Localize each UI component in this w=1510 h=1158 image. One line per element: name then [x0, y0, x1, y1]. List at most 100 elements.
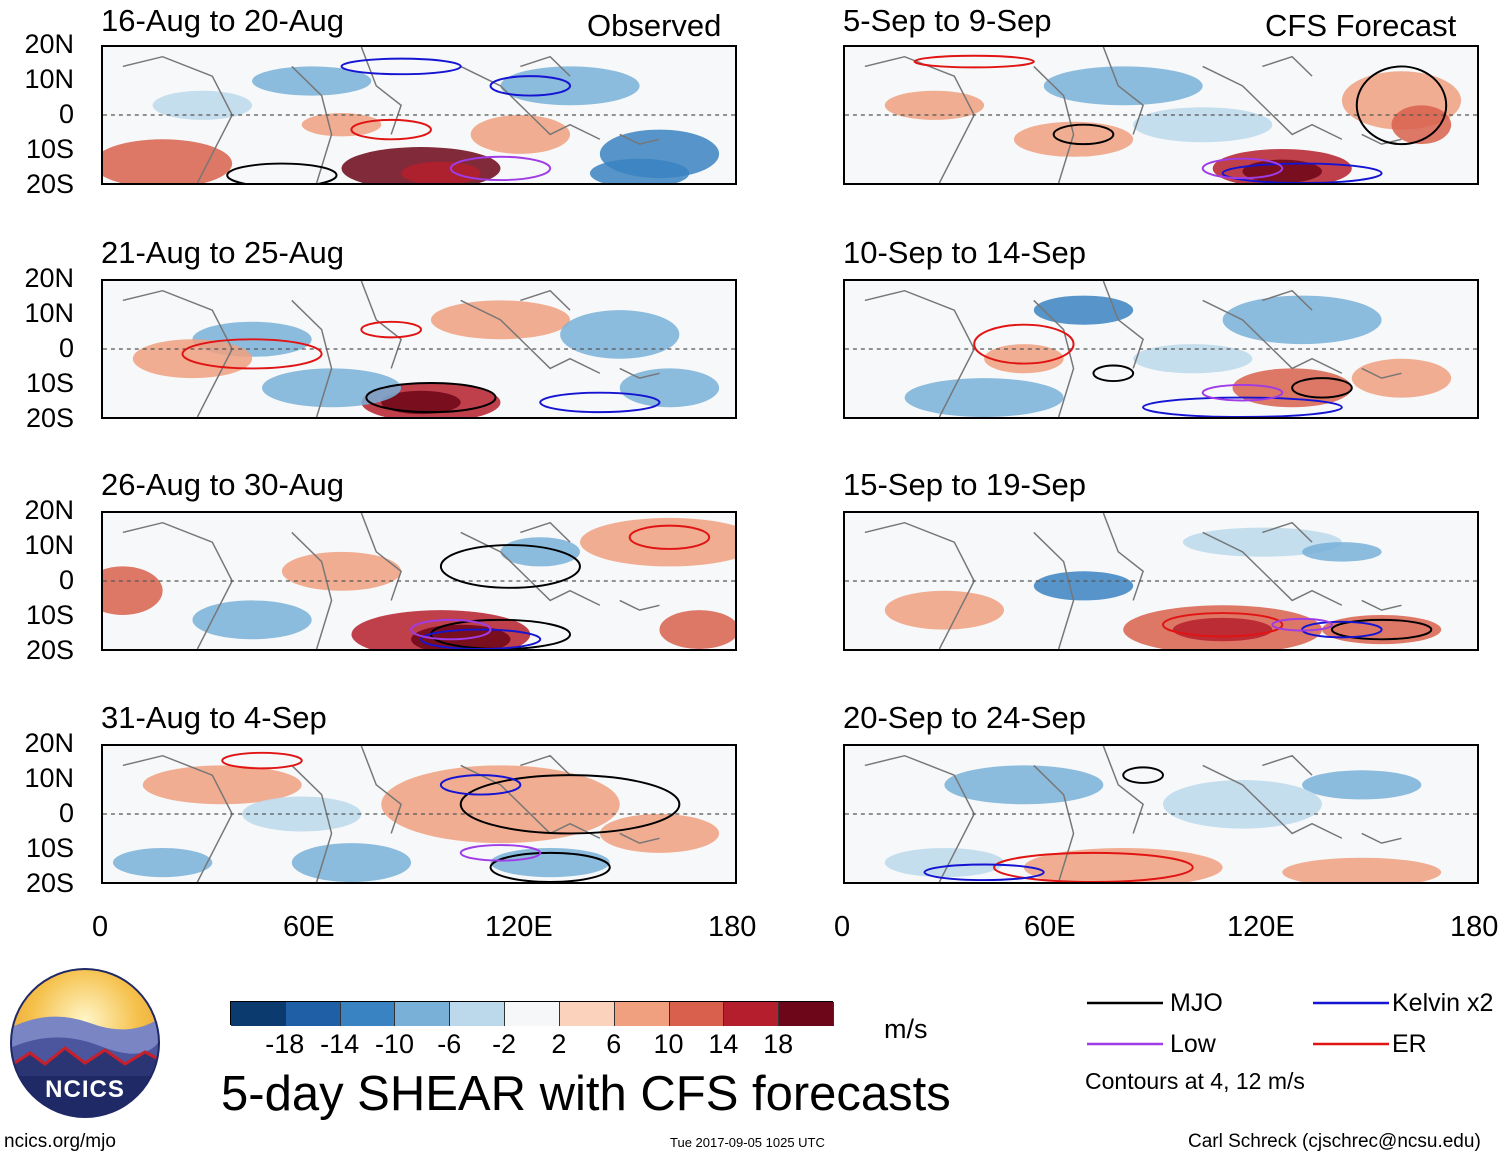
wave-contour: [439, 774, 522, 796]
colorbar-tick-label: 10: [653, 1029, 684, 1059]
y-tick-label: 10N: [24, 64, 74, 94]
x-tick-label: 60E: [283, 911, 335, 943]
x-tick-label: 0: [92, 911, 109, 943]
colorbar-tick-label: -10: [374, 1029, 414, 1059]
shear-anomaly-region: [291, 843, 412, 882]
shear-anomaly-region: [1033, 295, 1134, 325]
y-tick-label: 20N: [24, 728, 74, 758]
panel-title: 21-Aug to 25-Aug: [101, 235, 345, 270]
author-credit: Carl Schreck (cjschrec@ncsu.edu): [1188, 1131, 1481, 1152]
panel-title: 20-Sep to 24-Sep: [843, 700, 1087, 735]
shear-anomaly-region: [599, 814, 720, 853]
shear-anomaly-region: [401, 161, 481, 183]
panel-title: 10-Sep to 14-Sep: [843, 235, 1087, 270]
colorbar-units: m/s: [884, 1014, 928, 1044]
colorbar-swatch: [559, 1002, 615, 1026]
shear-anomaly-region: [142, 765, 302, 805]
colorbar-tick-label: 2: [551, 1029, 567, 1059]
shear-map-panel: [843, 45, 1479, 185]
panel-title: 26-Aug to 30-Aug: [101, 467, 345, 502]
shear-anomaly-region: [1033, 571, 1134, 601]
colorbar-swatch: [395, 1002, 451, 1026]
wave-contour: [221, 751, 303, 770]
site-link[interactable]: ncics.org/mjo: [4, 1131, 116, 1152]
shear-field: [103, 513, 735, 649]
shear-anomaly-region: [1391, 105, 1452, 145]
legend-swatch-mjo: [1087, 1001, 1163, 1005]
logo-text: NCICS: [45, 1076, 125, 1103]
wave-contour: [1271, 617, 1333, 632]
y-tick-label: 10N: [24, 298, 74, 328]
wave-contour: [1092, 364, 1135, 383]
shear-anomaly-region: [103, 566, 163, 615]
wave-contour: [628, 524, 711, 550]
x-tick-label: 0: [834, 911, 851, 943]
wave-contour: [1161, 612, 1284, 638]
colorbar-swatch: [779, 1002, 834, 1026]
y-tick-label: 10S: [25, 134, 74, 164]
wave-contour: [1330, 618, 1433, 641]
x-tick-label: 180: [708, 911, 757, 943]
x-tick-label: 60E: [1024, 911, 1076, 943]
shear-anomaly-region: [1172, 617, 1273, 642]
wave-contour: [226, 162, 338, 183]
legend-swatch-low: [1087, 1042, 1163, 1046]
shear-map-panel: [101, 744, 737, 884]
shear-anomaly-region: [112, 848, 213, 878]
panel-title: 5-Sep to 9-Sep: [843, 3, 1052, 38]
shear-anomaly-region: [560, 310, 680, 359]
wave-contour: [1301, 620, 1383, 639]
shear-anomaly-region: [884, 848, 1004, 878]
colorbar-tick-label: 18: [763, 1029, 794, 1059]
shear-anomaly-region: [1023, 848, 1223, 882]
shear-anomaly-region: [1133, 344, 1253, 374]
wave-contour: [360, 320, 422, 339]
shear-anomaly-region: [470, 115, 571, 154]
shear-anomaly-region: [1182, 527, 1342, 557]
timestamp: Tue 2017-09-05 1025 UTC: [670, 1135, 825, 1150]
shear-anomaly-region: [884, 90, 985, 120]
wave-contour: [1355, 65, 1448, 146]
wave-contour: [489, 851, 611, 882]
wave-contour: [439, 544, 581, 589]
wave-contour: [410, 618, 492, 641]
panel-title: 16-Aug to 20-Aug: [101, 3, 345, 38]
shear-anomaly-region: [659, 610, 735, 649]
y-tick-label: 10S: [25, 368, 74, 398]
shear-map-panel: [843, 279, 1479, 419]
wave-contour: [1122, 766, 1164, 784]
colorbar-tick-label: -6: [437, 1029, 462, 1059]
y-tick-label: 20S: [25, 403, 74, 433]
wave-contour: [1201, 157, 1284, 180]
ncics-logo[interactable]: NCICS: [10, 968, 160, 1118]
colorbar-tick-label: -14: [320, 1029, 360, 1059]
wave-contour: [1052, 123, 1115, 146]
shear-anomaly-region: [904, 378, 1064, 417]
shear-anomaly-region: [619, 368, 720, 408]
y-tick-label: 0: [58, 798, 74, 828]
shear-anomaly-region: [252, 66, 372, 96]
colorbar-swatch: [285, 1002, 341, 1026]
legend-label-mjo: MJO: [1170, 989, 1223, 1017]
y-tick-label: 0: [58, 333, 74, 363]
wave-contour: [420, 628, 542, 649]
shear-anomaly-region: [152, 90, 253, 120]
y-tick-label: 20S: [25, 169, 74, 199]
shear-anomaly-region: [944, 765, 1104, 805]
x-tick-label: 120E: [1227, 911, 1295, 943]
wave-contour: [340, 57, 462, 76]
shear-field: [845, 47, 1477, 183]
y-tick-label: 20N: [24, 495, 74, 525]
y-tick-label: 0: [58, 565, 74, 595]
colorbar-swatch: [505, 1002, 560, 1026]
y-tick-label: 20N: [24, 29, 74, 59]
y-tick-label: 10S: [25, 833, 74, 863]
colorbar-swatch: [231, 1002, 286, 1026]
wave-contour: [350, 118, 432, 141]
shear-map-panel: [101, 511, 737, 651]
shear-anomaly-region: [1302, 770, 1422, 800]
wave-contour: [913, 54, 1035, 69]
wave-contour: [1142, 396, 1343, 417]
wave-contour: [923, 863, 1045, 882]
shear-anomaly-region: [1162, 780, 1322, 829]
